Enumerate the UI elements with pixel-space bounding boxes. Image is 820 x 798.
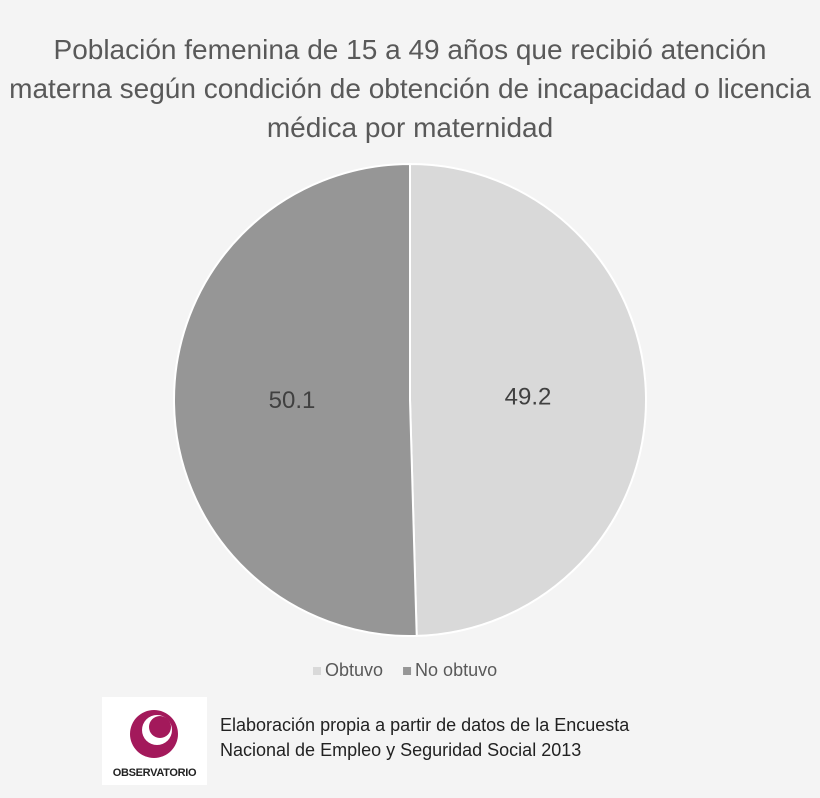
pie-slice — [173, 162, 418, 637]
legend-label: No obtuvo — [415, 660, 497, 680]
legend-label: Obtuvo — [325, 660, 383, 680]
chart-title: Población femenina de 15 a 49 años que r… — [9, 34, 811, 143]
logo: OBSERVATORIO — [102, 697, 207, 785]
source-note: Elaboración propia a partir de datos de … — [220, 715, 630, 760]
legend-swatch — [313, 667, 321, 675]
logo-text: OBSERVATORIO — [112, 767, 197, 779]
chart: 49.2 50.1 Obtuvo No obtuvo — [173, 162, 647, 680]
legend-swatch — [403, 667, 412, 675]
pie-slice — [409, 162, 647, 637]
data-label: 50.1 — [269, 387, 316, 414]
logo-icon — [130, 710, 178, 758]
data-label: 49.2 — [505, 384, 552, 411]
